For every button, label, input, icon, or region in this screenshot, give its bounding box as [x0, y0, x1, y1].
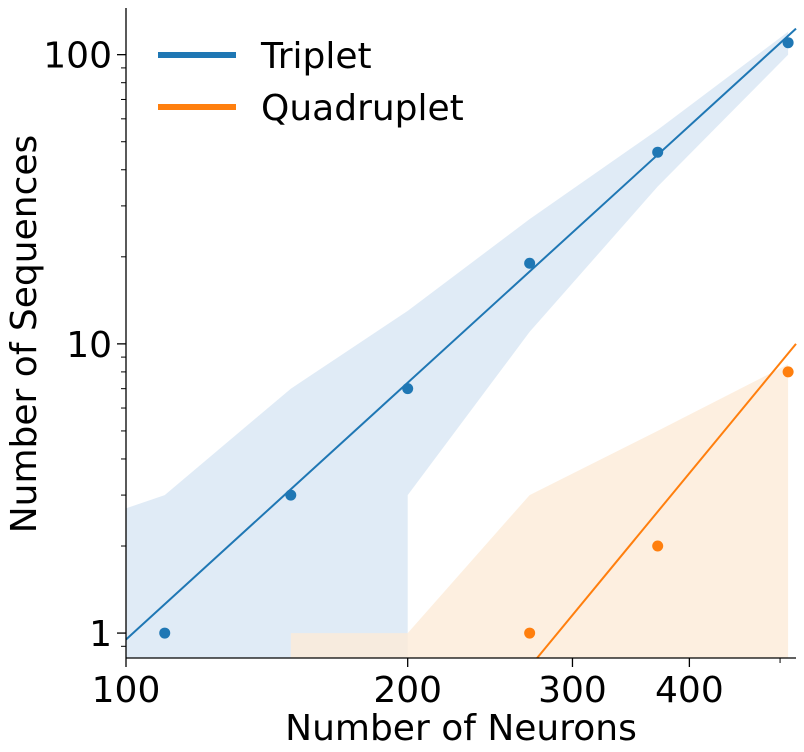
data-points [159, 37, 794, 639]
x-tick-label: 400 [655, 670, 724, 711]
axes: 1 10 100 100 200 300 400 [43, 8, 796, 711]
x-tick-label: 100 [92, 670, 161, 711]
fit-line-triplet [125, 27, 797, 641]
x-tick-label: 300 [538, 670, 607, 711]
band-quadruplet [290, 364, 789, 658]
confidence-bands [126, 31, 789, 659]
fit-line-quadruplet [536, 343, 797, 659]
point-triplet-5 [782, 37, 794, 49]
y-tick-label: 10 [66, 325, 112, 366]
point-triplet-0 [159, 627, 171, 639]
point-triplet-1 [285, 489, 297, 501]
x-axis-label: Number of Neurons [285, 708, 637, 749]
point-triplet-3 [524, 257, 536, 269]
point-triplet-4 [652, 146, 664, 158]
point-quadruplet-0 [524, 627, 536, 639]
legend: Triplet Quadruplet [158, 36, 464, 129]
x-tick-label: 200 [373, 670, 442, 711]
point-quadruplet-1 [652, 540, 664, 552]
band-triplet [126, 31, 789, 659]
y-tick-label: 1 [89, 614, 112, 655]
legend-label-quadruplet: Quadruplet [261, 88, 464, 129]
fit-lines [125, 27, 797, 659]
legend-label-triplet: Triplet [260, 36, 372, 77]
y-tick-label: 100 [43, 36, 112, 77]
point-triplet-2 [402, 383, 414, 395]
point-quadruplet-2 [782, 366, 794, 378]
y-axis-label: Number of Sequences [4, 135, 45, 534]
